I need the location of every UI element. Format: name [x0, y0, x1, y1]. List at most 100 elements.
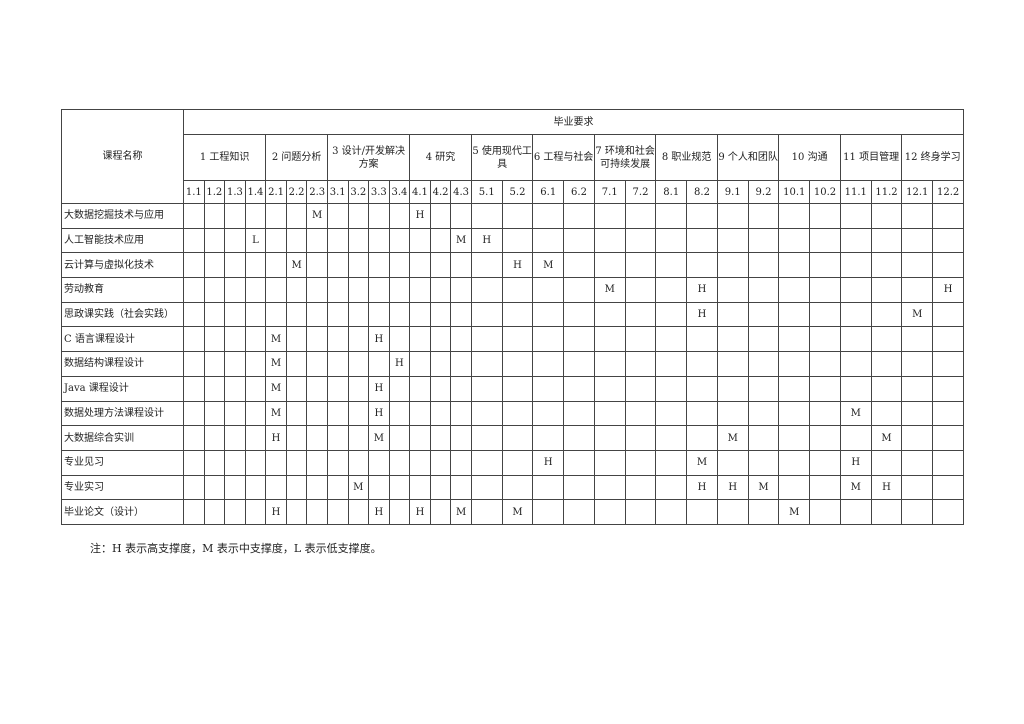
support-level-cell	[778, 252, 811, 279]
support-level-cell	[306, 375, 328, 402]
support-level-cell	[203, 351, 226, 377]
support-level-cell	[932, 400, 965, 427]
table-row: 劳动教育 M H H	[61, 277, 965, 303]
support-level-cell	[409, 301, 431, 328]
support-level-cell	[224, 227, 246, 254]
support-level-cell	[470, 400, 503, 427]
sub-requirement-header: 9.2	[747, 180, 780, 204]
support-level-cell	[563, 252, 595, 279]
support-level-cell: L	[244, 227, 267, 254]
sub-requirement-header: 3.1	[326, 180, 349, 204]
support-level-cell	[532, 203, 565, 229]
support-level-cell	[224, 375, 246, 402]
support-level-cell	[593, 301, 626, 328]
requirement-header: 2 问题分析	[265, 134, 328, 181]
support-level-cell	[470, 326, 503, 353]
support-level-cell	[183, 425, 205, 451]
support-level-cell	[203, 474, 226, 501]
support-level-cell	[429, 301, 452, 328]
support-level-cell	[747, 449, 780, 476]
support-level-cell: M	[839, 474, 872, 501]
support-level-cell	[203, 203, 226, 229]
support-level-cell	[450, 301, 472, 328]
support-level-cell: H	[686, 277, 718, 303]
support-level-cell	[285, 425, 308, 451]
support-level-cell	[532, 326, 565, 353]
support-level-cell	[624, 425, 657, 451]
support-level-cell	[224, 425, 246, 451]
support-level-cell	[809, 301, 841, 328]
support-level-cell	[224, 252, 246, 279]
support-level-cell	[244, 326, 267, 353]
table-row: 大数据挖掘技术与应用 M H	[61, 203, 965, 229]
support-level-cell	[778, 400, 811, 427]
support-level-cell	[429, 252, 452, 279]
support-level-cell	[593, 351, 626, 377]
support-level-cell: H	[716, 474, 749, 501]
support-level-cell: M	[265, 351, 287, 377]
support-level-cell	[429, 203, 452, 229]
requirement-header: 4 研究	[409, 134, 472, 181]
support-level-cell	[501, 301, 534, 328]
support-level-cell	[285, 375, 308, 402]
support-level-cell	[429, 351, 452, 377]
support-level-cell	[716, 499, 749, 525]
support-level-cell	[203, 252, 226, 279]
support-level-cell	[265, 252, 287, 279]
support-level-cell	[224, 277, 246, 303]
course-name: 思政课实践（社会实践）	[61, 301, 184, 328]
support-level-cell	[183, 400, 205, 427]
support-level-cell	[532, 474, 565, 501]
support-level-cell: M	[368, 425, 390, 451]
support-level-cell	[563, 400, 595, 427]
support-level-cell: M	[450, 499, 472, 525]
requirement-header: 9 个人和团队	[716, 134, 780, 181]
support-level-cell	[450, 375, 472, 402]
support-level-cell	[306, 301, 328, 328]
support-level-cell	[203, 425, 226, 451]
support-level-cell	[450, 277, 472, 303]
course-name-header: 课程名称	[61, 109, 184, 204]
support-level-cell	[686, 203, 718, 229]
support-level-cell	[563, 301, 595, 328]
table-row: 数据处理方法课程设计 M H M	[61, 400, 965, 427]
support-level-cell	[716, 301, 749, 328]
support-level-cell	[686, 252, 718, 279]
support-level-cell	[901, 449, 934, 476]
support-level-cell	[183, 449, 205, 476]
support-level-cell	[532, 400, 565, 427]
support-level-cell: H	[409, 499, 431, 525]
support-level-cell	[901, 474, 934, 501]
sub-requirement-header: 11.2	[870, 180, 903, 204]
support-level-cell	[716, 252, 749, 279]
support-level-cell	[203, 449, 226, 476]
support-level-cell	[563, 351, 595, 377]
support-level-cell	[655, 375, 688, 402]
course-name: 大数据挖掘技术与应用	[61, 203, 184, 229]
support-level-cell	[409, 449, 431, 476]
support-level-cell	[285, 326, 308, 353]
graduation-requirements-header: 毕业要求	[182, 109, 965, 135]
support-level-cell	[624, 400, 657, 427]
support-level-cell: H	[368, 499, 390, 525]
support-level-cell	[224, 351, 246, 377]
support-level-cell	[901, 499, 934, 525]
support-level-cell	[224, 400, 246, 427]
support-level-cell	[429, 499, 452, 525]
support-level-cell: M	[532, 252, 565, 279]
support-level-cell	[624, 449, 657, 476]
support-level-cell	[839, 351, 872, 377]
support-level-cell	[501, 474, 534, 501]
support-level-cell	[326, 425, 349, 451]
support-level-cell	[901, 400, 934, 427]
support-level-cell	[306, 400, 328, 427]
sub-requirement-header: 2.2	[285, 180, 308, 204]
course-name: 数据结构课程设计	[61, 351, 184, 377]
support-level-cell	[470, 252, 503, 279]
course-name: 云计算与虚拟化技术	[61, 252, 184, 279]
sub-requirement-header: 10.2	[809, 180, 841, 204]
support-level-cell	[532, 425, 565, 451]
support-level-cell	[809, 203, 841, 229]
support-level-cell	[747, 252, 780, 279]
support-level-cell	[203, 326, 226, 353]
